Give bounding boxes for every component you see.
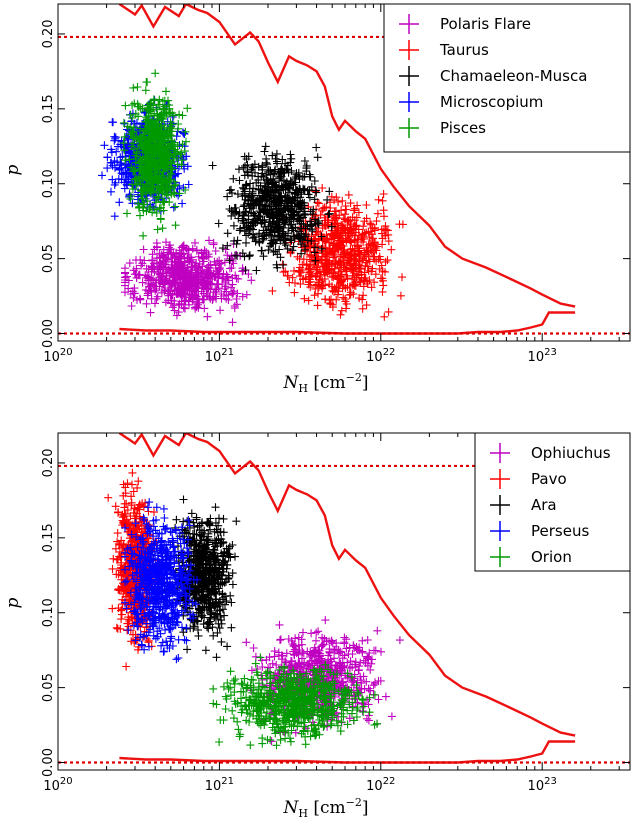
y-tick-label: 0.20: [41, 448, 56, 477]
y-tick-label: 0.05: [41, 244, 56, 273]
legend-box: [383, 3, 631, 153]
y-tick-label: 0.05: [41, 673, 56, 702]
series-taurus-points: [268, 184, 407, 321]
bottom-panel: 0.00 0.05 0.10 0.15 0.20 1020 1021 1022 1023 Ophi…: [3, 432, 631, 820]
legend-marker: [399, 66, 419, 86]
legend-marker: [490, 495, 510, 515]
series-chamaeleon-musca-points: [208, 142, 336, 275]
x-tick-label: 1020: [43, 776, 72, 794]
legend-marker: [490, 469, 510, 489]
x-tick-label: 1021: [205, 776, 234, 794]
legend-marker: [490, 443, 510, 463]
panel-0-frame: [57, 3, 631, 342]
legend-marker: [399, 40, 419, 60]
legend-marker: [490, 521, 510, 541]
envelope-upper-curve: [118, 433, 576, 737]
legend-label: Pisces: [440, 119, 486, 137]
envelope-lower-curve: [119, 740, 576, 764]
x-tick-label: 1020: [43, 347, 72, 365]
bottom-y-axis-label: p: [3, 597, 23, 608]
legend-marker: [490, 547, 510, 567]
bottom-plot-area: 0.00 0.05 0.10 0.15 0.20 1020 1021 1022 1023 Ophi…: [41, 432, 631, 794]
top-x-axis-label: NH [cm−2]: [282, 371, 368, 395]
panel-1-frame: [57, 432, 631, 771]
x-tick-label: 1023: [528, 347, 557, 365]
legend-box: [474, 432, 631, 572]
bottom-x-axis-label: NH [cm−2]: [282, 796, 368, 820]
legend-label: Microscopium: [440, 93, 543, 111]
legend-marker: [399, 92, 419, 112]
series-perseus-points: [121, 498, 201, 664]
y-tick-label: 0.10: [41, 169, 56, 198]
legend-marker: [399, 14, 419, 34]
y-tick-label: 0.20: [41, 19, 56, 48]
legend-label: Orion: [531, 548, 572, 566]
legend-label: Taurus: [439, 41, 489, 59]
y-tick-label: 0.00: [41, 319, 56, 348]
legend-label: Pavo: [531, 470, 567, 488]
series-orion-points: [209, 653, 382, 750]
panel-0-data-layer: [58, 4, 630, 335]
legend-label: Ara: [531, 496, 557, 514]
legend-label: Polaris Flare: [440, 15, 531, 33]
y-tick-label: 0.15: [41, 523, 56, 552]
x-tick-label: 1022: [366, 347, 395, 365]
series-pisces-points: [119, 69, 192, 240]
top-panel: 0.00 0.05 0.10 0.15 0.20 1020 1021 1022 1023 Pola…: [3, 3, 631, 395]
y-tick-label: 0.15: [41, 94, 56, 123]
panel-1-legend: Ophiuchus Pavo Ara Perseus Orion: [474, 432, 631, 572]
legend-label: Chamaeleon-Musca: [440, 67, 587, 85]
x-tick-label: 1021: [205, 347, 234, 365]
y-tick-label: 0.10: [41, 598, 56, 627]
x-tick-label: 1022: [366, 776, 395, 794]
legend-marker: [399, 118, 419, 138]
legend-label: Perseus: [531, 522, 589, 540]
x-tick-label: 1023: [528, 776, 557, 794]
panel-0-legend: Polaris Flare Taurus Chamaeleon-Musca Micro…: [383, 3, 631, 153]
envelope-upper-curve: [118, 4, 576, 308]
y-tick-label: 0.00: [41, 748, 56, 777]
legend-label: Ophiuchus: [531, 444, 611, 462]
series-polaris-flare-points: [121, 236, 256, 327]
top-plot-area: 0.00 0.05 0.10 0.15 0.20 1020 1021 1022 1023 Pola…: [41, 3, 631, 365]
top-y-axis-label: p: [3, 164, 23, 175]
envelope-lower-curve: [119, 311, 576, 335]
